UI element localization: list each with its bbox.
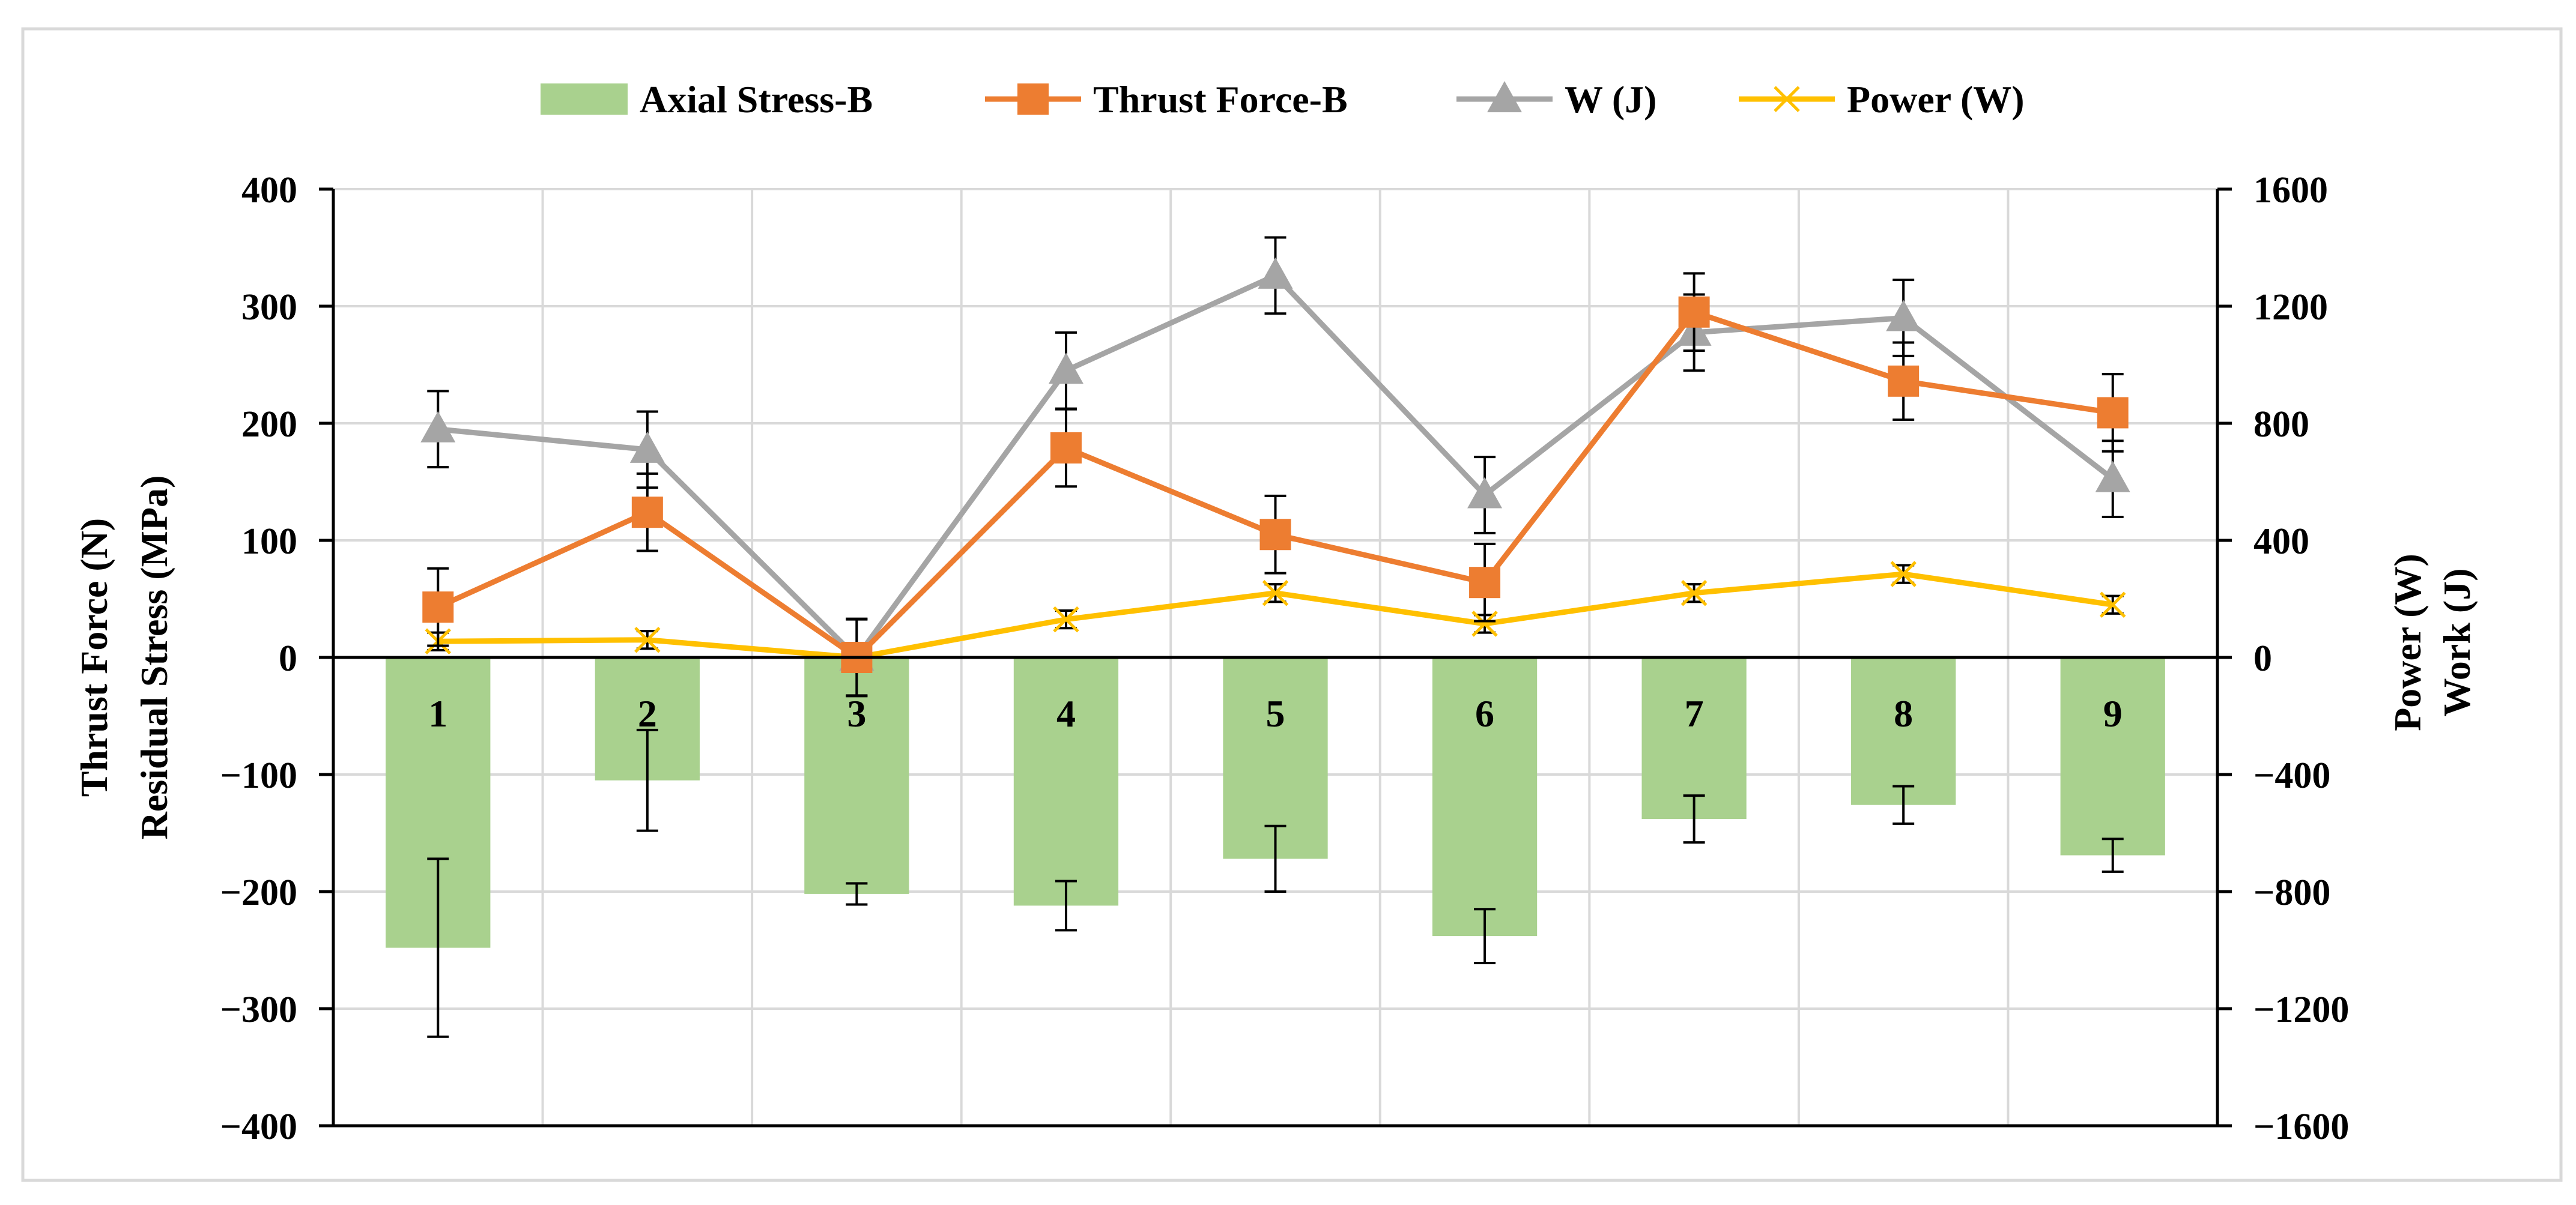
- marker-thrust-force: [422, 591, 454, 623]
- bar-axial-stress: [1013, 657, 1119, 906]
- y-left-tick-label: 100: [241, 521, 297, 562]
- marker-work: [1258, 257, 1293, 289]
- marker-work: [420, 411, 456, 442]
- marker-work: [1048, 352, 1083, 384]
- legend-marker-work: [1487, 81, 1522, 112]
- marker-thrust-force: [1888, 365, 1920, 397]
- bar-axial-stress: [1641, 657, 1747, 820]
- y-right-tick-label: −800: [2253, 872, 2330, 913]
- marker-thrust-force: [2097, 397, 2129, 429]
- y-right-tick-label: 0: [2253, 638, 2272, 679]
- marker-power: [2099, 591, 2126, 618]
- legend-label-work: W (J): [1565, 78, 1656, 121]
- legend-label-thrust-force: Thrust Force-B: [1093, 78, 1348, 121]
- legend-marker-power: [1774, 86, 1800, 112]
- legend-swatch-axial-stress: [541, 83, 628, 115]
- marker-power: [1053, 606, 1079, 633]
- y-left-title-line-2: Residual Stress (MPa): [133, 476, 175, 840]
- marker-work: [1886, 300, 1921, 331]
- y-right-tick-label: 1200: [2253, 287, 2328, 328]
- marker-power: [1680, 579, 1708, 606]
- marker-thrust-force: [1050, 432, 1082, 464]
- legend: Axial Stress-B Thrust Force-B W (J) Power (…: [541, 78, 2025, 121]
- marker-work: [1467, 477, 1503, 509]
- marker-thrust-force: [1678, 296, 1710, 328]
- marker-power: [1262, 579, 1289, 606]
- axes: [319, 187, 2232, 1128]
- y-right-title-line-1: Power (W): [2386, 554, 2429, 731]
- y-right-title-line-2: Work (J): [2435, 568, 2478, 716]
- y-left-tick-label: 0: [279, 638, 297, 679]
- legend-label-axial-stress: Axial Stress-B: [640, 78, 873, 121]
- marker-thrust-force: [1469, 567, 1501, 599]
- marker-thrust-force: [1259, 519, 1291, 551]
- legend-marker-thrust-force: [1017, 83, 1049, 115]
- marker-power: [1471, 611, 1498, 637]
- category-label: 3: [847, 692, 866, 735]
- category-label: 5: [1266, 692, 1285, 735]
- y-left-tick-label: −100: [220, 755, 297, 796]
- category-label: 7: [1685, 692, 1704, 735]
- y-left-tick-label: 400: [241, 170, 297, 211]
- marker-power: [1890, 561, 1917, 587]
- marker-work: [629, 431, 665, 463]
- y-right-tick-label: 1600: [2253, 170, 2328, 211]
- y-right-tick-label: −1200: [2253, 989, 2349, 1030]
- marker-work: [2095, 461, 2130, 492]
- y-left-tick-label: 300: [241, 287, 297, 328]
- y-right-tick-label: 800: [2253, 404, 2309, 445]
- category-label: 9: [2103, 692, 2123, 735]
- bar-axial-stress: [2060, 657, 2165, 856]
- y-right-tick-label: −400: [2253, 755, 2330, 796]
- y-right-tick-label: −1600: [2253, 1107, 2349, 1147]
- category-label: 4: [1056, 692, 1076, 735]
- y-left-title-line-1: Thrust Force (N): [73, 518, 115, 797]
- category-label: 1: [428, 692, 447, 735]
- bar-axial-stress: [1851, 657, 1956, 805]
- y-right-tick-label: 400: [2253, 521, 2309, 562]
- category-label: 8: [1894, 692, 1913, 735]
- y-left-tick-label: −300: [220, 989, 297, 1030]
- y-left-tick-label: −200: [220, 872, 297, 913]
- y-left-tick-label: 200: [241, 404, 297, 445]
- y-left-tick-label: −400: [220, 1107, 297, 1147]
- axis-titles: Thrust Force (N) Residual Stress (MPa) Pow…: [73, 476, 2478, 840]
- category-labels: 1 2 3 4 5 6 7 8 9: [428, 692, 2122, 735]
- tick-labels: 400 300 200 100 0 −100 −200 −300 −400 1600 1200 800…: [220, 170, 2350, 1147]
- category-label: 6: [1475, 692, 1494, 735]
- marker-power: [634, 626, 661, 653]
- bar-axial-stress: [1432, 657, 1538, 937]
- legend-label-power: Power (W): [1847, 78, 2025, 121]
- marker-thrust-force: [631, 497, 663, 528]
- category-label: 2: [638, 692, 657, 735]
